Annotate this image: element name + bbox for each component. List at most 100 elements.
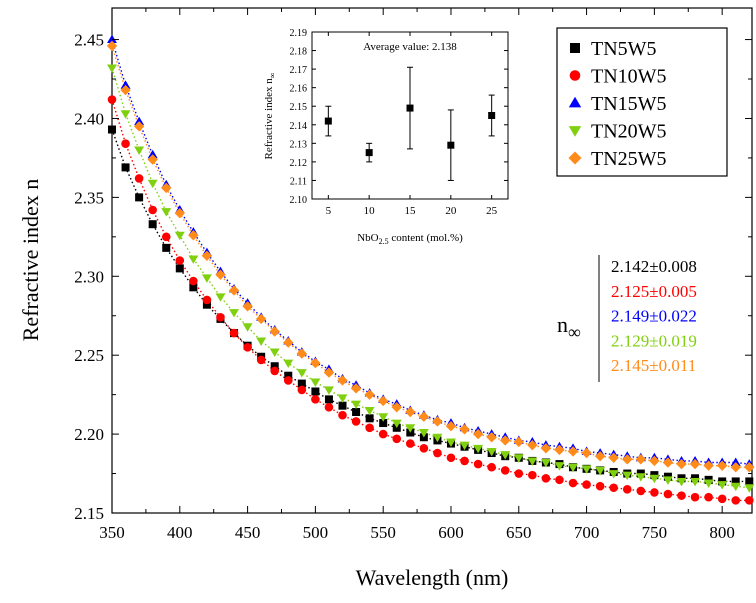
data-point-tn20w5 (418, 429, 429, 438)
x-tick-label: 700 (574, 523, 600, 542)
n-infinity-value: 2.125±0.005 (611, 282, 697, 301)
data-point-tn10w5 (650, 488, 659, 497)
data-point-tn20w5 (188, 255, 199, 264)
inset-x-axis-label: NbO2.5 content (mol.%) (357, 232, 463, 246)
data-point-tn25w5 (296, 348, 308, 359)
inset-x-tick-label: 25 (486, 205, 498, 217)
data-point-tn20w5 (201, 274, 212, 283)
data-point-tn25w5 (567, 446, 579, 457)
data-point-tn20w5 (134, 146, 145, 155)
x-tick-label: 750 (642, 523, 668, 542)
data-point-tn20w5 (310, 378, 321, 387)
x-tick-label: 450 (235, 523, 261, 542)
data-point-tn20w5 (730, 482, 741, 492)
data-point-tn25w5 (608, 452, 619, 463)
y-tick-label: 2.30 (74, 267, 104, 286)
data-point-tn15w5 (120, 80, 131, 89)
data-point-tn25w5 (201, 250, 213, 261)
y-tick-label: 2.45 (74, 31, 104, 50)
data-point-tn10w5 (446, 453, 456, 463)
data-point-tn20w5 (161, 208, 172, 217)
data-point-tn20w5 (703, 479, 714, 488)
inset-xlabel-main: NbO (357, 232, 378, 244)
inset-xlabel-rest: content (mol.%) (389, 232, 464, 244)
inset-y-tick-label: 2.15 (290, 102, 308, 113)
legend-marker-tn20w5 (568, 126, 582, 137)
legend-label-tn5w5: TN5W5 (591, 38, 657, 60)
x-tick-label: 800 (709, 523, 735, 542)
data-point-tn20w5 (296, 369, 307, 378)
data-point-tn10w5 (487, 462, 496, 472)
n-infinity-value: 2.142±0.008 (611, 257, 697, 276)
data-point-tn20w5 (527, 457, 538, 466)
data-point-tn10w5 (568, 478, 578, 488)
data-point-tn25w5 (513, 436, 524, 448)
data-point-tn10w5 (636, 486, 646, 496)
inset-y-tick-label: 2.11 (290, 176, 307, 187)
data-point-tn10w5 (107, 95, 117, 104)
data-point-tn20w5 (459, 441, 470, 451)
legend-label-tn20w5: TN20W5 (591, 121, 667, 143)
data-point-tn10w5 (555, 475, 564, 485)
x-axis-label: Wavelength (nm) (356, 565, 509, 590)
data-point-tn10w5 (744, 496, 754, 505)
legend-label-tn25w5: TN25W5 (591, 148, 667, 170)
data-point-tn15w5 (730, 457, 741, 466)
data-point-tn25w5 (554, 444, 565, 456)
main-plot-frame (111, 7, 753, 514)
data-point-tn25w5 (459, 424, 470, 435)
data-point-tn5w5 (189, 283, 198, 292)
data-point-tn20w5 (690, 477, 701, 487)
data-point-tn10w5 (189, 276, 198, 286)
data-point-tn20w5 (215, 293, 226, 302)
data-point-tn20w5 (242, 323, 253, 332)
data-point-tn10w5 (229, 328, 239, 338)
data-point-tn5w5 (121, 163, 130, 172)
inset-x-tick-label: 15 (405, 205, 417, 217)
data-point-tn10w5 (663, 489, 673, 499)
y-axis-label: Refractive index n (18, 179, 43, 342)
x-tick-label: 400 (167, 523, 193, 542)
data-point-tn25w5 (744, 462, 755, 473)
data-point-tn20w5 (378, 413, 389, 422)
inset-data-point (365, 149, 373, 157)
n-infinity-letter: n (557, 312, 568, 337)
data-point-tn25w5 (527, 439, 538, 451)
inset-y-tick-label: 2.17 (290, 65, 308, 76)
data-point-tn25w5 (323, 367, 335, 378)
data-point-tn10w5 (243, 342, 252, 352)
data-point-tn20w5 (473, 444, 484, 454)
data-point-tn10w5 (121, 139, 130, 149)
y-tick-label: 2.25 (74, 346, 104, 365)
inset-background (258, 18, 520, 218)
data-point-tn20w5 (391, 419, 402, 429)
data-point-tn25w5 (269, 326, 280, 337)
data-point-tn20w5 (147, 179, 158, 189)
data-point-tn25w5 (432, 416, 443, 427)
data-point-tn20w5 (676, 477, 687, 487)
x-tick-label: 650 (506, 523, 532, 542)
data-point-tn10w5 (622, 485, 632, 494)
data-point-tn20w5 (364, 406, 375, 416)
data-point-tn25w5 (242, 301, 253, 312)
data-point-tn25w5 (405, 406, 416, 418)
data-point-tn10w5 (311, 395, 320, 404)
inset-data-points (324, 66, 496, 181)
data-point-tn5w5 (324, 395, 333, 404)
data-point-tn10w5 (351, 417, 361, 426)
data-point-tn10w5 (148, 205, 157, 215)
x-tick-label: 600 (438, 523, 464, 542)
data-point-tn20w5 (256, 337, 267, 346)
legend-marker-tn25w5 (568, 151, 582, 165)
data-point-tn20w5 (513, 454, 524, 463)
data-point-tn10w5 (270, 366, 280, 376)
data-point-tn20w5 (540, 459, 551, 468)
data-point-tn20w5 (717, 481, 728, 490)
data-point-tn15w5 (134, 116, 145, 126)
y-tick-label: 2.15 (74, 504, 104, 523)
inset-x-axis: 5 10 15 20 25 (326, 32, 498, 217)
legend: TN5W5 TN10W5 TN15W5 TN20W5 TN25W5 (556, 27, 728, 177)
n-infinity-value: 2.149±0.022 (611, 307, 697, 326)
data-point-tn5w5 (311, 387, 320, 396)
inset-x-tick-label: 20 (445, 205, 457, 217)
